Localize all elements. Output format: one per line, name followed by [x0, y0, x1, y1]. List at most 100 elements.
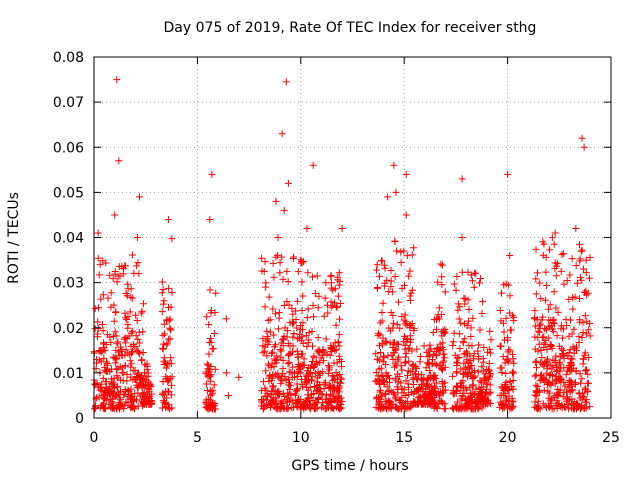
data-point: [281, 373, 289, 381]
chart-title: Day 075 of 2019, Rate Of TEC Index for r…: [164, 20, 537, 36]
data-point: [309, 161, 317, 169]
data-point: [510, 359, 518, 367]
data-point: [403, 252, 411, 260]
data-point: [440, 329, 448, 337]
data-point: [160, 330, 168, 338]
data-point: [455, 354, 463, 362]
data-point: [206, 372, 214, 380]
data-point: [378, 391, 386, 399]
data-point: [572, 343, 580, 351]
data-point: [207, 371, 215, 379]
data-point: [424, 359, 432, 367]
data-point: [159, 344, 167, 352]
data-point: [435, 304, 443, 312]
data-point: [373, 393, 381, 401]
data-point: [559, 350, 567, 358]
data-point: [167, 354, 175, 362]
data-point: [332, 346, 340, 354]
data-point: [441, 354, 449, 362]
data-point: [505, 358, 513, 366]
data-point: [289, 404, 297, 412]
data-point: [94, 325, 102, 333]
data-point: [500, 328, 508, 336]
data-point: [163, 341, 171, 349]
data-point: [582, 287, 590, 295]
data-point: [552, 272, 560, 280]
data-point: [134, 348, 142, 356]
data-point: [425, 367, 433, 375]
data-point: [477, 388, 485, 396]
data-point: [272, 253, 280, 261]
data-point: [324, 309, 332, 317]
data-point: [402, 392, 410, 400]
data-point: [375, 356, 383, 364]
data-point: [471, 372, 479, 380]
data-point: [378, 317, 386, 325]
data-point: [373, 284, 381, 292]
data-point: [273, 355, 281, 363]
data-point: [207, 377, 215, 385]
data-point: [438, 343, 446, 351]
data-point: [167, 381, 175, 389]
data-point: [113, 372, 121, 380]
data-point: [380, 352, 388, 360]
data-point: [373, 266, 381, 274]
data-point: [484, 348, 492, 356]
data-point: [128, 251, 136, 259]
data-point: [97, 383, 105, 391]
data-point: [583, 291, 591, 299]
data-point: [121, 385, 129, 393]
data-point: [267, 391, 275, 399]
data-point: [167, 326, 175, 334]
data-point: [283, 267, 291, 275]
data-point: [167, 303, 175, 311]
data-point: [300, 361, 308, 369]
data-point: [159, 286, 167, 294]
data-point: [548, 234, 556, 242]
data-point: [299, 326, 307, 334]
y-tick-label: 0.03: [53, 276, 84, 292]
data-point: [115, 401, 123, 409]
data-point: [460, 350, 468, 358]
data-point: [207, 307, 215, 315]
data-point: [551, 259, 559, 267]
data-point: [117, 348, 125, 356]
data-point: [334, 273, 342, 281]
data-point: [578, 246, 586, 254]
data-point: [202, 368, 210, 376]
data-point: [434, 278, 442, 286]
data-point: [435, 315, 443, 323]
data-point: [454, 306, 462, 314]
data-point: [532, 358, 540, 366]
data-point: [461, 295, 469, 303]
data-point: [332, 403, 340, 411]
data-point: [431, 359, 439, 367]
data-point: [440, 350, 448, 358]
data-point: [168, 289, 176, 297]
data-point: [585, 354, 593, 362]
data-point: [410, 327, 418, 335]
data-point: [119, 369, 127, 377]
data-point: [304, 386, 312, 394]
data-point: [441, 386, 449, 394]
data-point: [167, 391, 175, 399]
data-point: [294, 360, 302, 368]
data-point: [452, 382, 460, 390]
data-point: [540, 240, 548, 248]
data-point: [578, 134, 586, 142]
data-point: [312, 399, 320, 407]
data-point: [285, 368, 293, 376]
data-point: [95, 393, 103, 401]
data-point: [405, 272, 413, 280]
data-point: [575, 333, 583, 341]
data-point: [327, 284, 335, 292]
data-point: [298, 259, 306, 267]
data-point: [276, 346, 284, 354]
data-point: [407, 289, 415, 297]
data-point: [387, 309, 395, 317]
data-point: [576, 241, 584, 249]
data-point: [531, 333, 539, 341]
data-point: [476, 326, 484, 334]
data-point: [484, 396, 492, 404]
data-point: [579, 319, 587, 327]
